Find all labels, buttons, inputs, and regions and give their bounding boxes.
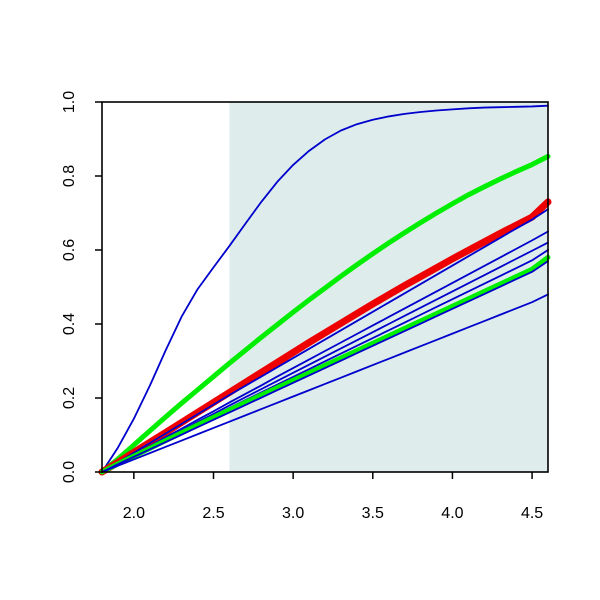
series-line-10: [101, 293, 549, 473]
x-tick-label: 4.5: [521, 505, 543, 522]
series-line-8: [99, 254, 551, 475]
series-line-5: [101, 230, 549, 473]
y-tick-label: 0.4: [61, 313, 78, 335]
series-line-2: [99, 153, 551, 475]
series-layer: [98, 104, 552, 476]
y-tick-label: 0.2: [61, 387, 78, 409]
y-tick-label: 0.8: [61, 165, 78, 187]
series-line-9: [101, 260, 549, 473]
x-tick-label: 3.5: [362, 505, 384, 522]
plot-frame: [101, 101, 549, 473]
series-line-4: [101, 208, 549, 473]
axes-layer: 2.0 2.5 3.0 3.5 4.0 4.5 0.0 0.2 0.4 0.6 0.8 1.0: [61, 91, 549, 522]
series-line-1: [101, 104, 549, 473]
y-tick-label: 0.0: [61, 461, 78, 483]
x-tick-label: 2.5: [202, 505, 224, 522]
x-tick-label: 3.0: [282, 505, 304, 522]
series-line-3: [98, 198, 552, 476]
y-tick-label: 0.6: [61, 239, 78, 261]
y-tick-label: 1.0: [61, 91, 78, 113]
x-tick-label: 2.0: [123, 505, 145, 522]
x-tick-label: 4.0: [441, 505, 463, 522]
